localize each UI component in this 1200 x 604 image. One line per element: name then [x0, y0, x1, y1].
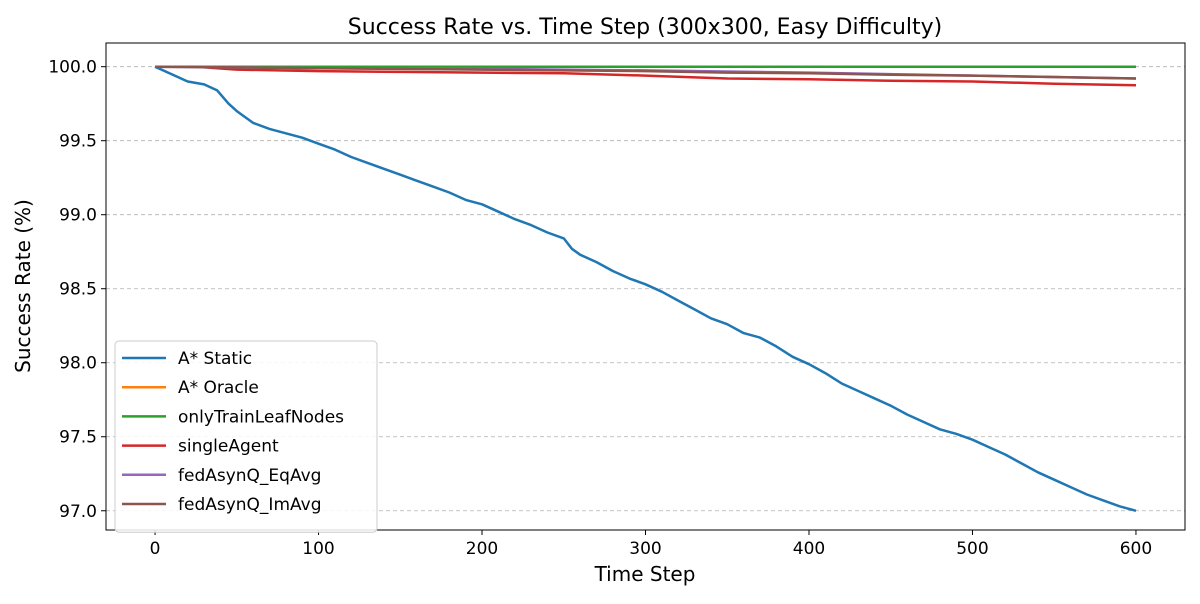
y-tick-label: 98.5	[59, 280, 97, 300]
x-tick-label: 300	[629, 539, 661, 559]
x-tick-label: 100	[302, 539, 334, 559]
legend-label: fedAsynQ_ImAvg	[178, 495, 322, 515]
x-axis: 0 100 200 300 400 500 600	[150, 530, 1152, 559]
legend: A* Static A* Oracle onlyTrainLeafNodes sing…	[114, 340, 378, 533]
x-axis-title: Time Step	[594, 562, 696, 586]
y-tick-label: 99.0	[59, 206, 97, 226]
y-tick-label: 97.0	[59, 502, 97, 522]
legend-box	[114, 340, 378, 533]
legend-label: fedAsynQ_EqAvg	[178, 466, 321, 486]
y-tick-label: 99.5	[59, 132, 97, 152]
plot-area	[154, 65, 1137, 513]
y-tick-label: 100.0	[48, 58, 97, 78]
series-line-singleagent	[155, 65, 1137, 87]
chart-title: Success Rate vs. Time Step (300x300, Eas…	[348, 15, 943, 40]
y-tick-label: 97.5	[59, 428, 97, 448]
x-tick-label: 0	[150, 539, 161, 559]
series-line-fedasynq-imavg	[154, 65, 1137, 80]
legend-label: onlyTrainLeafNodes	[178, 407, 344, 427]
x-tick-label: 400	[793, 539, 825, 559]
series-line-a-static	[154, 65, 1137, 513]
legend-label: A* Static	[178, 349, 252, 369]
legend-label: A* Oracle	[178, 378, 259, 398]
x-tick-label: 200	[466, 539, 498, 559]
legend-label: singleAgent	[178, 437, 279, 457]
x-tick-label: 600	[1120, 539, 1152, 559]
x-tick-label: 500	[956, 539, 988, 559]
y-tick-label: 98.0	[59, 354, 97, 374]
y-axis: 97.0 97.5 98.0 98.5 99.0 99.5 100.0	[48, 58, 106, 522]
y-axis-title: Success Rate (%)	[11, 199, 35, 373]
